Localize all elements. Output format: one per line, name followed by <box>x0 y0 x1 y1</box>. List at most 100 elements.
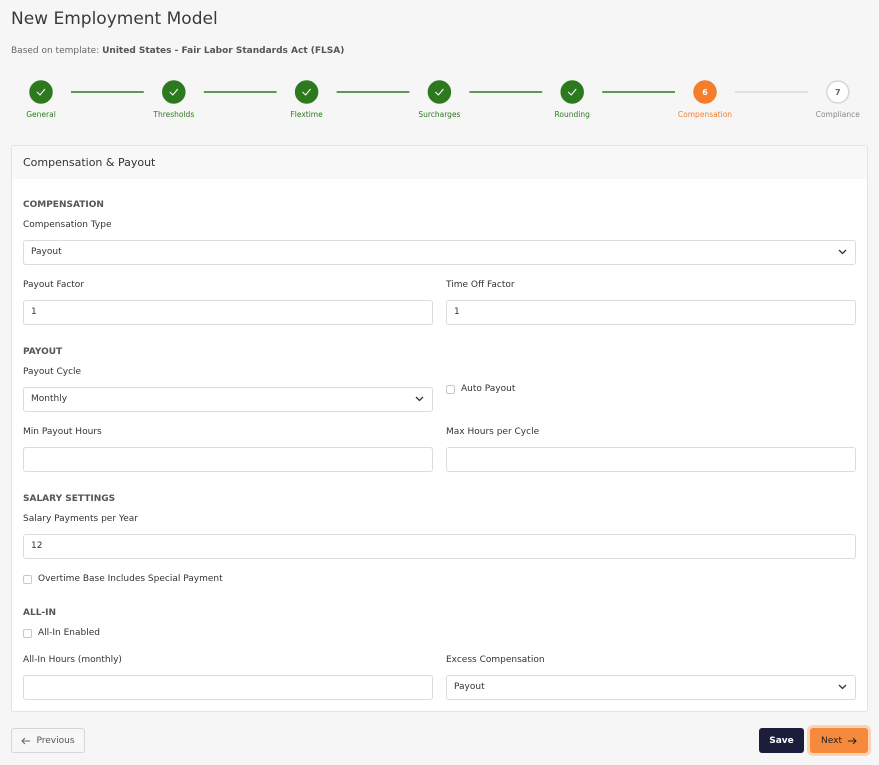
checkbox[interactable]: All-In Enabled <box>23 626 856 640</box>
chevron-path <box>838 249 847 255</box>
panel-header: Compensation & Payout <box>12 146 867 179</box>
save-button[interactable]: Save <box>759 728 804 753</box>
section-heading: PAYOUT <box>23 347 63 357</box>
step[interactable]: General <box>26 80 56 119</box>
form-row: Overtime Base Includes Special Payment <box>23 572 856 586</box>
previous-button[interactable]: Previous <box>11 728 85 753</box>
field-label: Compensation Type <box>23 220 112 230</box>
chevron-down <box>415 396 424 402</box>
form-field: Salary Payments per Year 12 <box>23 512 856 559</box>
field-label: Max Hours per Cycle <box>446 427 540 437</box>
panel: Compensation & Payout COMPENSATION Compen… <box>11 145 868 712</box>
button-label: Previous <box>36 735 75 746</box>
step[interactable]: Surcharges <box>418 80 461 119</box>
chevron-down <box>838 684 847 690</box>
arrow-left <box>21 737 31 744</box>
subtitle: Based on template: United States - Fair … <box>11 46 344 56</box>
field-value: Payout <box>454 682 485 692</box>
field-label: Salary Payments per Year <box>23 514 138 524</box>
step[interactable]: Flextime <box>290 80 323 119</box>
text-input[interactable] <box>23 675 433 700</box>
field-label: Payout Factor <box>23 280 85 290</box>
step[interactable]: Rounding <box>555 80 591 119</box>
form-field: All-In Hours (monthly) <box>23 653 433 700</box>
form-field: Auto Payout <box>446 365 856 412</box>
page-title: New Employment Model <box>11 9 218 29</box>
checkbox-box <box>446 384 455 394</box>
form-field: Overtime Base Includes Special Payment <box>23 572 856 586</box>
field-value: 1 <box>454 307 460 317</box>
select[interactable]: Payout <box>23 240 856 265</box>
field-label: Payout Cycle <box>23 367 82 377</box>
form-row: Payout Cycle Monthly Auto Payout <box>23 365 856 412</box>
section-heading: SALARY SETTINGS <box>23 494 116 504</box>
step-label: Compensation <box>678 110 732 119</box>
step-circle <box>294 80 319 104</box>
form-field: Compensation Type Payout <box>23 218 856 265</box>
text-input[interactable]: 1 <box>446 300 856 325</box>
form-field: Max Hours per Cycle <box>446 425 856 472</box>
step-number: 7 <box>835 88 841 97</box>
form-row: All-In Enabled <box>23 626 856 640</box>
step-label: Flextime <box>290 110 323 119</box>
arrow-right <box>847 737 857 744</box>
field-value: Payout <box>31 247 62 257</box>
step-circle <box>162 80 186 104</box>
field-value: Monthly <box>31 394 68 404</box>
form-row: Salary Payments per Year 12 <box>23 512 856 559</box>
step-circle <box>693 80 717 104</box>
step-circle <box>29 80 53 104</box>
panel-body: COMPENSATION Compensation Type Payout Payou… <box>12 179 867 700</box>
form-row: All-In Hours (monthly) Excess Compensatio… <box>23 653 856 700</box>
step-label: Rounding <box>555 110 591 119</box>
next-button[interactable]: Next <box>810 728 868 753</box>
form-field: Time Off Factor 1 <box>446 278 856 325</box>
form-field: Payout Factor 1 <box>23 278 433 325</box>
step[interactable]: Thresholds <box>152 80 194 119</box>
checkbox-box <box>23 574 32 584</box>
field-value: 12 <box>31 541 43 551</box>
form-field: Excess Compensation Payout <box>446 653 856 700</box>
check-icon <box>567 88 577 96</box>
section-heading: COMPENSATION <box>23 200 104 210</box>
step-circle <box>560 80 584 104</box>
text-input[interactable] <box>23 447 433 472</box>
checkbox-label: All-In Enabled <box>38 628 100 638</box>
button-label: Save <box>769 735 794 746</box>
chevron-path <box>838 684 847 690</box>
template-name: United States - Fair Labor Standards Act… <box>102 46 345 56</box>
checkbox[interactable]: Overtime Base Includes Special Payment <box>23 572 856 586</box>
field-label: Excess Compensation <box>446 655 545 665</box>
form-row: Min Payout Hours Max Hours per Cycle <box>23 425 856 472</box>
checkbox-label: Auto Payout <box>461 384 516 394</box>
section-heading: ALL-IN <box>23 608 57 618</box>
subtitle-prefix: Based on template: <box>11 46 100 56</box>
step-number: 6 <box>702 88 708 97</box>
field-label: All-In Hours (monthly) <box>23 655 122 665</box>
text-input[interactable]: 1 <box>23 300 433 325</box>
form-row: Payout Factor 1 Time Off Factor 1 <box>23 278 856 325</box>
form-field: Min Payout Hours <box>23 425 433 472</box>
step[interactable]: 6 Compensation <box>678 80 732 119</box>
text-input[interactable] <box>446 447 856 472</box>
step-label: General <box>26 110 56 119</box>
check-icon <box>435 88 444 96</box>
checkbox-box <box>23 628 32 638</box>
step-circle <box>427 80 452 104</box>
step-label: Thresholds <box>152 110 194 119</box>
select[interactable]: Payout <box>446 675 856 700</box>
step[interactable]: 7 Compliance <box>816 80 861 119</box>
checkbox[interactable]: Auto Payout <box>446 382 856 396</box>
check-icon <box>169 88 179 96</box>
check-icon <box>36 88 46 96</box>
chevron-path <box>415 396 424 402</box>
field-value: 1 <box>31 307 37 317</box>
checkbox-label: Overtime Base Includes Special Payment <box>38 574 223 584</box>
field-label: Min Payout Hours <box>23 427 102 437</box>
step-label: Compliance <box>816 110 861 119</box>
text-input[interactable]: 12 <box>23 534 856 559</box>
select[interactable]: Monthly <box>23 387 433 412</box>
form-row: Compensation Type Payout <box>23 218 856 265</box>
check-icon <box>302 88 311 96</box>
